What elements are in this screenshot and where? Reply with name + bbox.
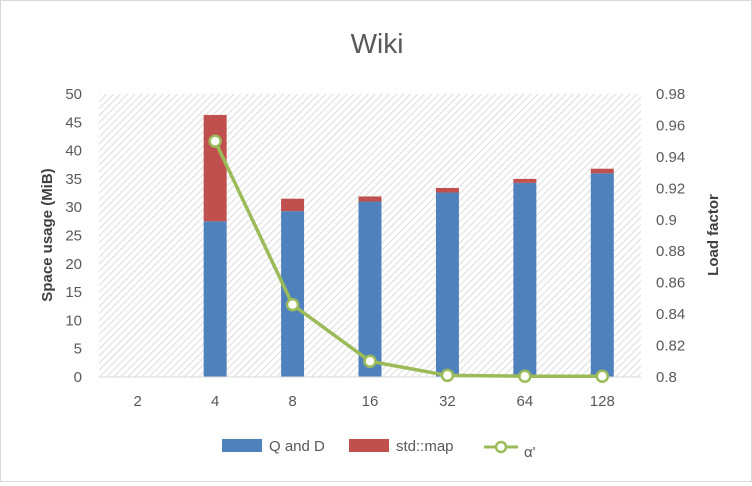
x-tick-label: 8 bbox=[288, 393, 296, 410]
alpha-point bbox=[595, 369, 610, 383]
bar-q-and-d bbox=[358, 201, 382, 377]
alpha-point bbox=[440, 368, 455, 383]
alpha-point bbox=[518, 369, 532, 383]
right-tick-label: 0.98 bbox=[656, 86, 685, 103]
legend-label-alpha: α' bbox=[524, 444, 536, 461]
right-tick-label: 0.9 bbox=[656, 212, 677, 229]
left-tick-label: 50 bbox=[65, 86, 82, 103]
bar-q-and-d bbox=[590, 173, 614, 377]
bar-std-map bbox=[513, 178, 537, 183]
bar-q-and-d bbox=[435, 192, 459, 377]
right-tick-label: 0.96 bbox=[656, 117, 685, 134]
x-tick-label: 4 bbox=[211, 393, 219, 410]
legend-swatch-alpha-marker bbox=[494, 440, 508, 454]
legend-label-q-and-d: Q and D bbox=[269, 438, 325, 455]
bar-std-map bbox=[435, 187, 459, 193]
left-tick-label: 0 bbox=[74, 369, 82, 386]
right-tick-label: 0.8 bbox=[656, 369, 677, 386]
x-axis-ticks: 2 4 8 16 32 64 128 bbox=[134, 393, 615, 410]
left-tick-label: 15 bbox=[65, 284, 82, 301]
left-tick-label: 10 bbox=[65, 312, 82, 329]
left-tick-label: 5 bbox=[74, 341, 82, 358]
right-tick-label: 0.82 bbox=[656, 338, 685, 355]
bar-std-map bbox=[590, 168, 614, 174]
right-tick-label: 0.88 bbox=[656, 243, 685, 260]
bar-std-map bbox=[203, 114, 227, 222]
alpha-line bbox=[213, 140, 603, 378]
right-tick-label: 0.84 bbox=[656, 306, 685, 323]
left-axis-title: Space usage (MiB) bbox=[39, 168, 56, 301]
x-tick-label: 64 bbox=[517, 393, 534, 410]
chart-title: Wiki bbox=[351, 28, 404, 59]
bar-q-and-d bbox=[203, 221, 227, 377]
alpha-point bbox=[285, 297, 300, 312]
right-tick-label: 0.94 bbox=[656, 149, 685, 166]
legend-swatch-std-map bbox=[349, 439, 389, 452]
left-tick-label: 40 bbox=[65, 143, 82, 160]
right-axis-title: Load factor bbox=[705, 194, 722, 276]
bar-std-map bbox=[281, 198, 305, 212]
bar-q-and-d bbox=[513, 182, 537, 377]
left-axis-ticks: 0 5 10 15 20 25 30 35 40 45 50 bbox=[65, 86, 82, 386]
line-series bbox=[208, 134, 610, 383]
right-axis-ticks: 0.8 0.82 0.84 0.86 0.88 0.9 0.92 0.94 0.96 0.98 bbox=[656, 86, 685, 386]
right-tick-label: 0.92 bbox=[656, 180, 685, 197]
bar-q-and-d bbox=[281, 211, 305, 377]
x-tick-label: 32 bbox=[439, 393, 456, 410]
left-tick-label: 45 bbox=[65, 114, 82, 131]
left-tick-label: 25 bbox=[65, 228, 82, 245]
left-tick-label: 20 bbox=[65, 256, 82, 273]
legend: Q and D std::map α' bbox=[222, 438, 536, 461]
alpha-point bbox=[363, 354, 377, 369]
x-tick-label: 2 bbox=[134, 393, 142, 410]
bar-std-map bbox=[358, 196, 382, 202]
legend-label-std-map: std::map bbox=[396, 438, 454, 455]
left-tick-label: 35 bbox=[65, 171, 82, 188]
right-tick-label: 0.86 bbox=[656, 275, 685, 292]
alpha-point bbox=[208, 134, 222, 148]
legend-swatch-q-and-d bbox=[222, 439, 262, 452]
left-tick-label: 30 bbox=[65, 199, 82, 216]
x-tick-label: 128 bbox=[590, 393, 615, 410]
x-tick-label: 16 bbox=[362, 393, 379, 410]
